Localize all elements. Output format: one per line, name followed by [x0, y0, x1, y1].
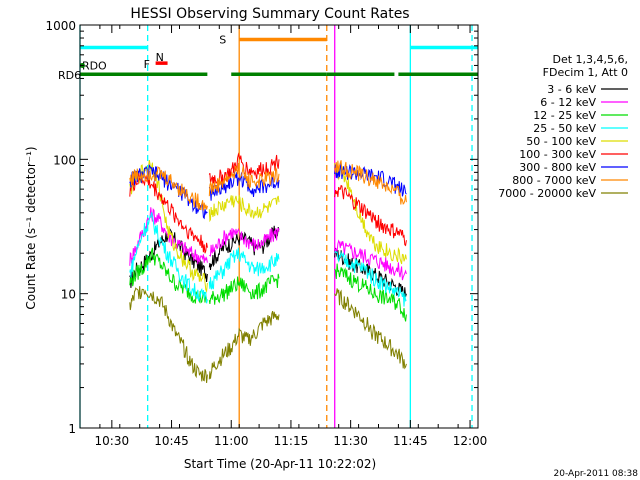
y-tick-label: 1	[68, 422, 76, 436]
series-trace	[208, 171, 280, 201]
series-trace	[334, 184, 407, 247]
legend-entry-label: 25 - 50 keV	[533, 122, 596, 135]
legend-header-line: Det 1,3,4,5,6,	[552, 53, 628, 66]
series-trace	[208, 247, 280, 290]
legend-entry-label: 6 - 12 keV	[540, 96, 596, 109]
legend: Det 1,3,4,5,6,FDecim 1, Att 0 3 - 6 keV6 …	[498, 53, 628, 200]
series-12-25-kev	[129, 247, 407, 322]
x-tick-label: 12:00	[453, 434, 488, 448]
series-trace	[129, 166, 208, 211]
legend-entry-label: 7000 - 20000 keV	[498, 187, 596, 200]
x-tick-label: 11:30	[333, 434, 368, 448]
series-trace	[129, 164, 208, 220]
flag-label-rdo: RDO	[82, 59, 107, 72]
flag-label-s: S	[219, 33, 226, 46]
x-tick-label: 10:45	[154, 434, 189, 448]
flag-label-n: N	[156, 51, 164, 64]
series-50-100-kev	[129, 160, 407, 293]
legend-entry-label: 800 - 7000 keV	[512, 174, 596, 187]
x-tick-label: 10:30	[95, 434, 130, 448]
legend-entry-label: 12 - 25 keV	[533, 109, 596, 122]
series-trace	[334, 162, 407, 265]
series-trace	[208, 225, 280, 270]
series-trace	[209, 227, 280, 257]
series-trace	[334, 250, 407, 307]
series-trace	[334, 288, 407, 370]
series-trace	[334, 263, 407, 322]
series-800-7000-kev	[129, 160, 407, 211]
chart-title: HESSI Observing Summary Count Rates	[130, 6, 409, 22]
legend-entry-label: 100 - 300 keV	[519, 148, 596, 161]
axes: 10:30 10:45 11:00 11:15 11:30 11:45 12:00 1 10 10…	[45, 19, 487, 448]
series-trace	[334, 160, 407, 205]
series-trace	[334, 239, 407, 281]
x-tick-label: 11:15	[274, 434, 309, 448]
flag-label-f: F	[144, 58, 150, 71]
y-tick-label: 10	[61, 288, 76, 302]
x-axis-label: Start Time (20-Apr-11 10:22:02)	[184, 457, 376, 471]
x-tick-label: 11:45	[393, 434, 428, 448]
legend-header-line: FDecim 1, Att 0	[543, 66, 628, 79]
legend-entry-label: 300 - 800 keV	[519, 161, 596, 174]
series-6-12-kev	[129, 207, 407, 281]
x-tick-label: 11:00	[214, 434, 249, 448]
legend-entry-label: 50 - 100 keV	[526, 135, 596, 148]
series-25-50-kev	[129, 212, 407, 307]
series-trace	[129, 160, 208, 293]
series-7000-20000-kev	[129, 286, 407, 384]
legend-entry-label: 3 - 6 keV	[547, 83, 596, 96]
series-trace	[129, 247, 208, 304]
footer-timestamp: 20-Apr-2011 08:38	[554, 469, 639, 479]
y-axis-label: Count Rate (s⁻¹ detector⁻¹)	[24, 146, 38, 309]
series-trace	[208, 162, 280, 197]
series-trace	[129, 207, 208, 266]
series-trace	[208, 310, 280, 380]
y-tick-label: 100	[53, 153, 76, 167]
y-tick-label: 1000	[45, 19, 76, 33]
series-trace	[129, 212, 208, 304]
series-trace	[208, 273, 280, 305]
series-trace	[129, 286, 208, 384]
series-trace	[208, 195, 280, 223]
flag-label-rd6: RD6	[58, 69, 81, 82]
